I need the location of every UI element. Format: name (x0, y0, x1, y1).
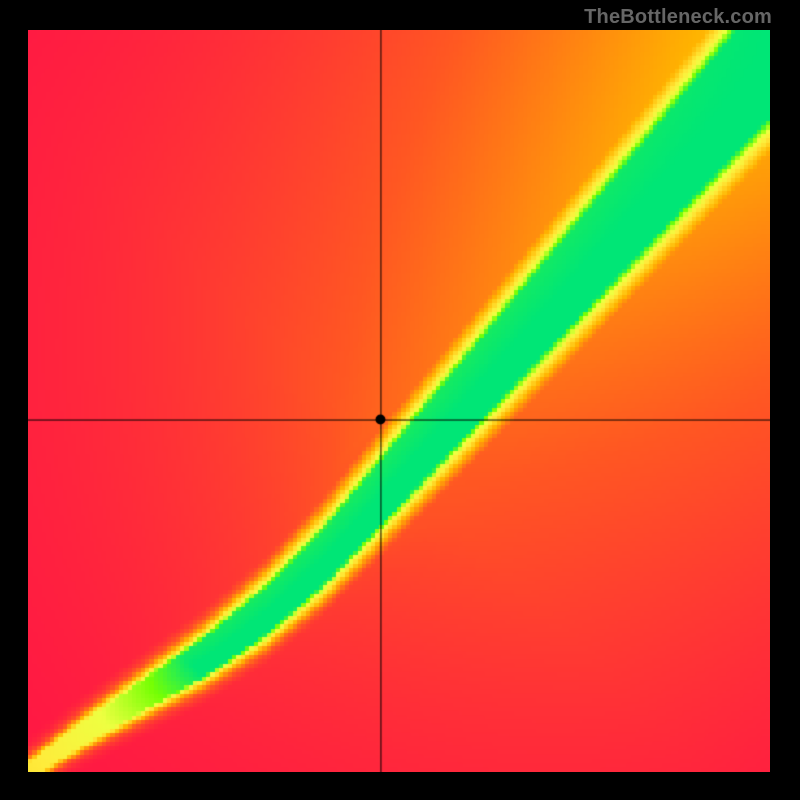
bottleneck-heatmap (28, 30, 770, 772)
chart-container: TheBottleneck.com (0, 0, 800, 800)
watermark-text: TheBottleneck.com (584, 6, 772, 29)
